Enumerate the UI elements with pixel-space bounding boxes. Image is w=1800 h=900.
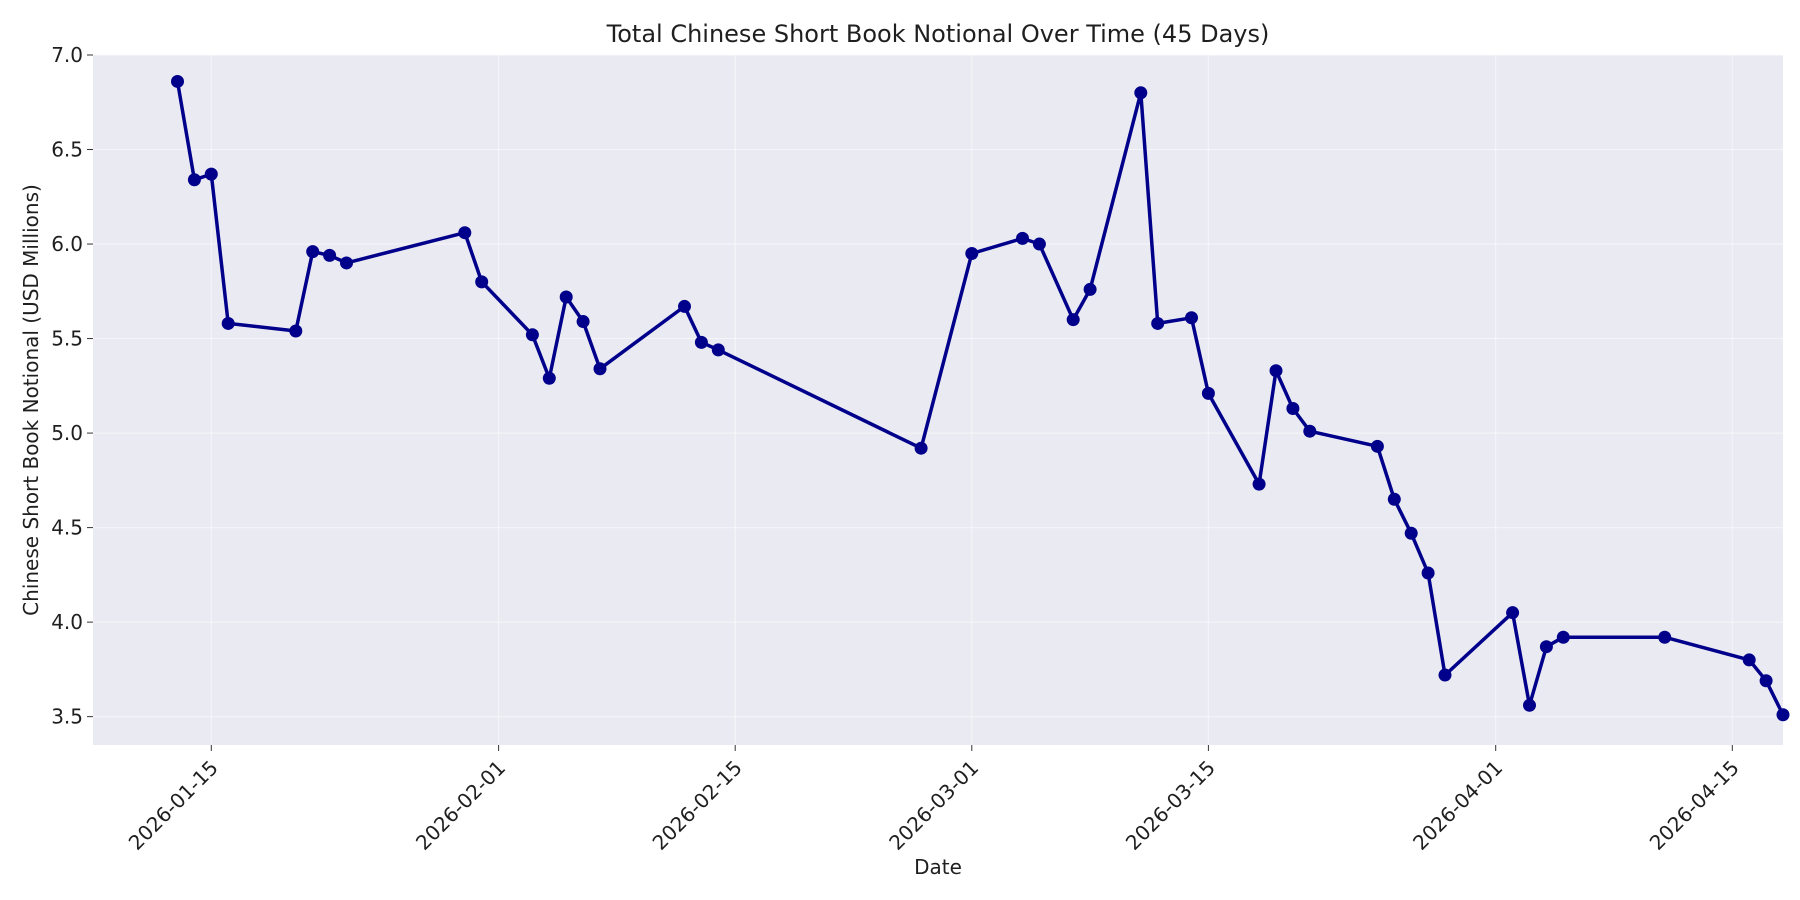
data-point (1404, 526, 1418, 540)
data-point (1201, 386, 1215, 400)
plot-area (93, 55, 1783, 745)
x-tick-label: 2026-03-15 (1121, 756, 1220, 855)
data-point (1370, 439, 1384, 453)
data-point (1252, 477, 1266, 491)
data-point (694, 335, 708, 349)
x-tick-label: 2026-02-01 (411, 756, 510, 855)
data-point (1438, 668, 1452, 682)
data-point (1742, 653, 1756, 667)
data-point (1269, 364, 1283, 378)
y-tick-label: 5.0 (51, 421, 83, 445)
data-point (1539, 640, 1553, 654)
x-tick-label: 2026-04-01 (1408, 756, 1507, 855)
data-point (542, 371, 556, 385)
data-point (187, 173, 201, 187)
y-tick-label: 6.0 (51, 232, 83, 256)
data-point (475, 275, 489, 289)
y-tick-label: 4.0 (51, 610, 83, 634)
data-point (711, 343, 725, 357)
y-tick-label: 3.5 (51, 705, 83, 729)
data-point (458, 226, 472, 240)
data-point (1185, 311, 1198, 325)
data-point (289, 324, 303, 338)
data-point (1286, 402, 1300, 416)
data-point (1083, 282, 1097, 296)
y-tick-label: 4.5 (51, 516, 83, 540)
y-axis-ticks: 3.5 4.0 4.5 5.0 5.5 6.0 6.5 7.0 (51, 43, 93, 729)
y-tick-label: 6.5 (51, 138, 83, 162)
data-point (914, 441, 928, 455)
data-point (1523, 698, 1536, 712)
series-layer (171, 74, 1790, 722)
data-point (1506, 606, 1520, 620)
data-point (1658, 630, 1672, 644)
x-tick-label: 2026-02-15 (648, 756, 747, 855)
y-axis-label: Chinese Short Book Notional (USD Million… (19, 184, 43, 616)
data-point (306, 245, 320, 259)
data-point (1066, 313, 1080, 327)
data-point (559, 290, 573, 304)
x-axis-ticks: 2026-01-15 2026-02-01 2026-02-15 2026-03-01… (124, 745, 1744, 855)
data-point (593, 362, 607, 376)
y-grid (93, 54, 1783, 718)
data-point (171, 74, 184, 88)
data-point (1387, 492, 1401, 506)
x-tick-label: 2026-04-15 (1645, 756, 1744, 855)
data-point (1556, 630, 1570, 644)
x-tick-label: 2026-01-15 (124, 756, 223, 855)
data-point (323, 248, 337, 262)
data-point (525, 328, 539, 342)
data-point (576, 315, 590, 329)
data-point (1421, 566, 1435, 580)
data-point (1776, 708, 1790, 722)
x-axis-label: Date (914, 855, 962, 879)
x-grid (210, 55, 1733, 745)
data-point (1759, 674, 1773, 688)
data-point (340, 256, 353, 270)
data-point (678, 299, 691, 313)
y-tick-label: 5.5 (51, 327, 83, 351)
x-tick-label: 2026-03-01 (884, 756, 983, 855)
y-tick-label: 7.0 (51, 43, 83, 67)
data-point (965, 246, 979, 260)
chart-title: Total Chinese Short Book Notional Over T… (606, 20, 1270, 48)
data-point (1032, 237, 1046, 251)
data-point (1303, 424, 1317, 438)
data-point (1151, 316, 1165, 330)
data-point (204, 167, 218, 181)
data-point (1016, 231, 1029, 245)
data-point (1134, 86, 1148, 100)
data-point (221, 316, 235, 330)
